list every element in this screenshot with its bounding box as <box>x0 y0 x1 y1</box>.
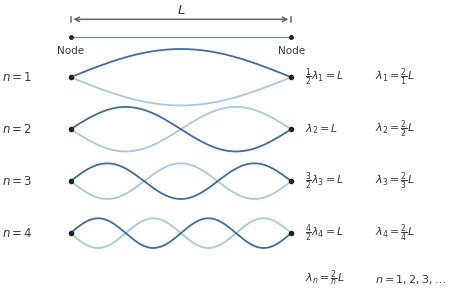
Text: $n = 4$: $n = 4$ <box>2 227 33 240</box>
Text: Node: Node <box>57 46 84 56</box>
Text: $\frac{1}{2}\lambda_1 = L$: $\frac{1}{2}\lambda_1 = L$ <box>305 67 344 88</box>
Text: $\lambda_n = \frac{2}{n}L$: $\lambda_n = \frac{2}{n}L$ <box>305 269 345 289</box>
Text: $\lambda_4 = \frac{2}{4}L$: $\lambda_4 = \frac{2}{4}L$ <box>375 222 415 244</box>
Text: Node: Node <box>278 46 305 56</box>
Text: $\lambda_2 = \frac{2}{2}L$: $\lambda_2 = \frac{2}{2}L$ <box>375 119 415 140</box>
Text: $\frac{4}{2}\lambda_4 = L$: $\frac{4}{2}\lambda_4 = L$ <box>305 222 344 244</box>
Text: $\lambda_1 = \frac{2}{1}L$: $\lambda_1 = \frac{2}{1}L$ <box>375 67 415 88</box>
Text: $n = 1$: $n = 1$ <box>2 71 32 84</box>
Text: $\frac{3}{2}\lambda_3 = L$: $\frac{3}{2}\lambda_3 = L$ <box>305 170 344 192</box>
Text: $L$: $L$ <box>177 4 185 17</box>
Text: $n = 1, 2, 3, \ldots$: $n = 1, 2, 3, \ldots$ <box>375 273 446 286</box>
Text: $\lambda_2 = L$: $\lambda_2 = L$ <box>305 122 339 136</box>
Text: $\lambda_3 = \frac{2}{3}L$: $\lambda_3 = \frac{2}{3}L$ <box>375 170 415 192</box>
Text: $n = 2$: $n = 2$ <box>2 123 32 136</box>
Text: $n = 3$: $n = 3$ <box>2 175 33 188</box>
